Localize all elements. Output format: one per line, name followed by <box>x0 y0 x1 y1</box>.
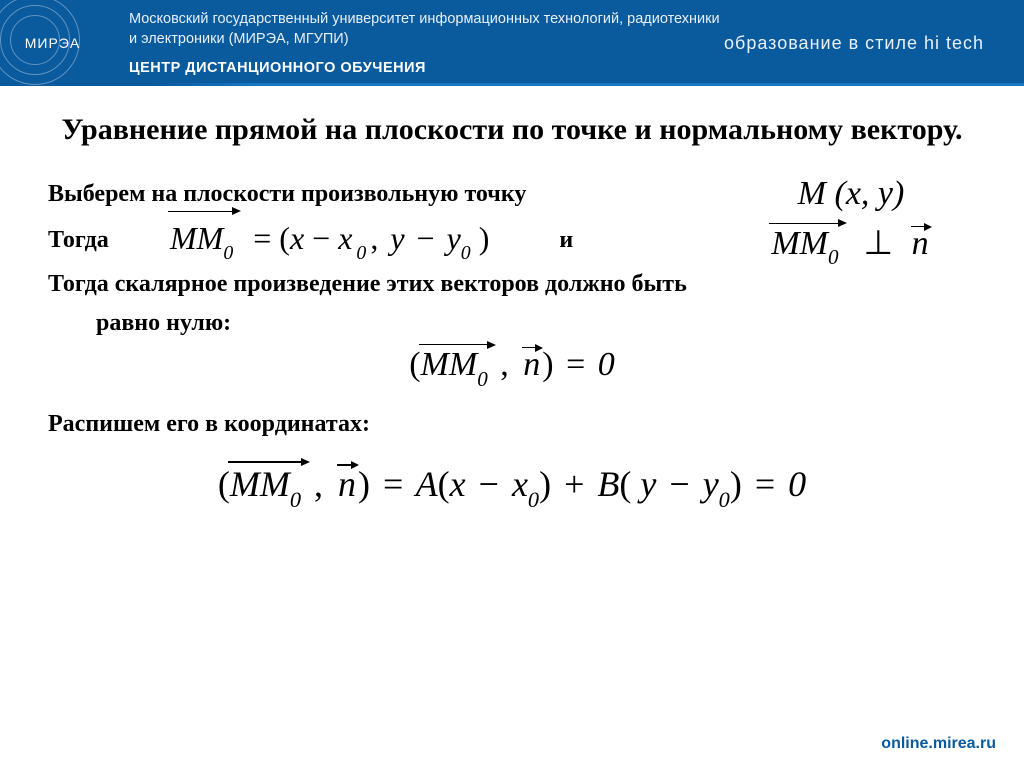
text-line-3b: равно нулю: <box>48 304 976 342</box>
text-line-3: Тогда скалярное произведение этих вектор… <box>48 265 976 303</box>
slide-title: Уравнение прямой на плоскости по точке и… <box>48 110 976 151</box>
logo: МИРЭА <box>0 0 115 86</box>
slide-header: МИРЭА Московский государственный универс… <box>0 0 1024 86</box>
eq-mm0-components: MM0 = (x − x0, y − y0 ) <box>170 213 489 267</box>
logo-text: МИРЭА <box>25 35 80 51</box>
footer-url: online.mirea.ru <box>881 735 996 753</box>
header-titles: Московский государственный университет и… <box>115 10 724 75</box>
center-name: ЦЕНТР ДИСТАНЦИОННОГО ОБУЧЕНИЯ <box>129 60 724 76</box>
eq-dotprod-zero: (MM0 , n) = 0 <box>48 346 976 389</box>
eq-expanded: (MM0 , n) = A(x − x0) + B( y − y0) = 0 <box>48 463 976 510</box>
text-line-4: Распишем его в координатах: <box>48 405 976 443</box>
eq-mm0-perp-n: MM0 ⊥ n <box>726 223 976 268</box>
university-name: Московский государственный университет и… <box>129 10 724 49</box>
slogan: образование в стиле hi tech <box>724 33 1024 54</box>
eq-m-xy: M (x, y) <box>726 175 976 213</box>
slide-content: Уравнение прямой на плоскости по точке и… <box>0 86 1024 510</box>
text-line-1: Выберем на плоскости произвольную точку <box>48 175 726 213</box>
text-line-2: Тогда MM0 = (x − x0, y − y0 ) и <box>48 213 726 267</box>
